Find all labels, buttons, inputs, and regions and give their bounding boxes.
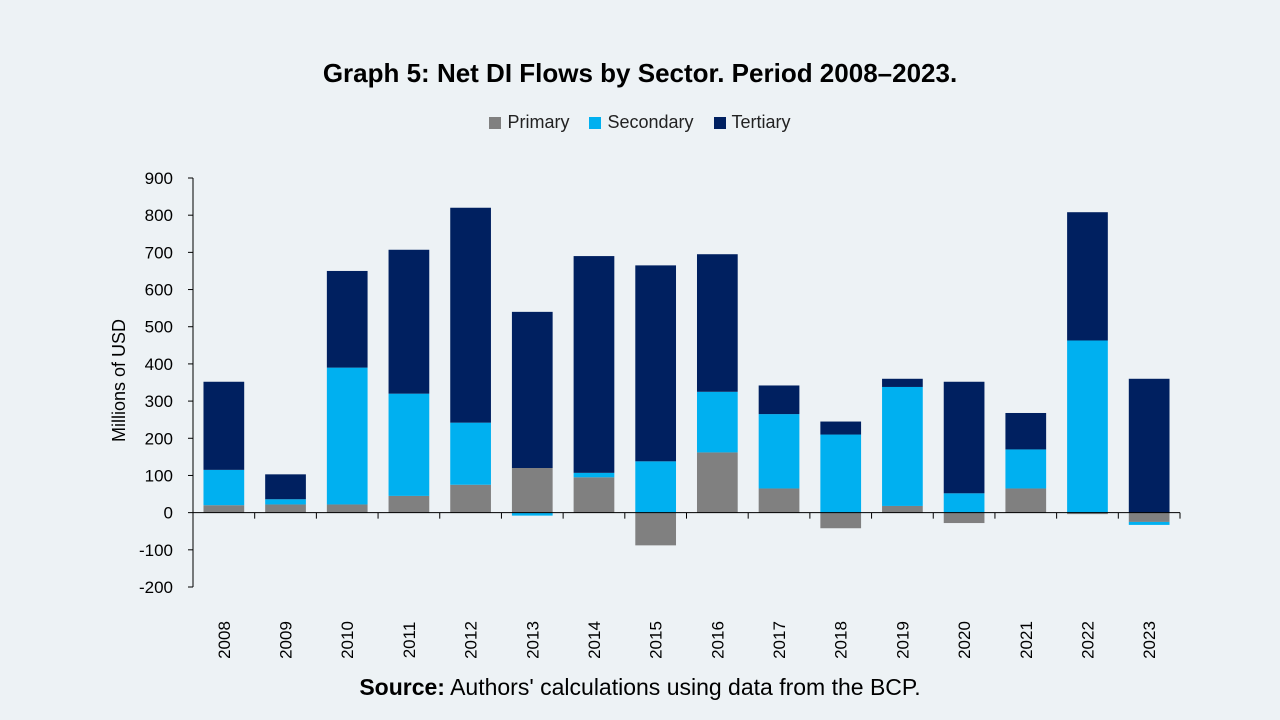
bar-tertiary-2018	[820, 421, 862, 435]
bar-primary-2017	[758, 488, 800, 513]
bar-tertiary-2023	[1128, 378, 1170, 513]
x-tick-label: 2009	[277, 621, 296, 659]
chart-title: Graph 5: Net DI Flows by Sector. Period …	[322, 58, 958, 88]
bar-primary-2022	[1067, 512, 1108, 515]
legend-swatch-primary	[489, 116, 502, 129]
bar-secondary-2016	[696, 391, 738, 453]
bar-secondary-2014	[573, 472, 615, 478]
legend-label-secondary: Secondary	[607, 112, 694, 132]
bar-primary-2021	[1005, 488, 1047, 513]
legend-item-secondary: Secondary	[589, 112, 694, 133]
bar-secondary-2010	[326, 367, 368, 505]
y-axis-title: Millions of USD	[109, 319, 129, 442]
x-tick-label: 2019	[893, 621, 912, 659]
bar-primary-2014	[573, 477, 615, 513]
chart-legend: Primary Secondary Tertiary	[0, 112, 1280, 133]
source-label: Source:	[359, 674, 445, 700]
bar-primary-2012	[450, 484, 491, 513]
legend-item-tertiary: Tertiary	[713, 112, 791, 133]
bar-secondary-2021	[1005, 449, 1047, 489]
x-tick-label: 2022	[1078, 621, 1097, 659]
bar-secondary-2022	[1067, 340, 1108, 513]
y-tick-label: 200	[145, 429, 173, 448]
x-tick-label: 2020	[955, 621, 974, 659]
bar-secondary-2011	[388, 393, 430, 496]
source-text: Authors' calculations using data from th…	[444, 674, 921, 700]
bar-secondary-2015	[635, 461, 677, 513]
y-tick-label: 600	[145, 281, 173, 300]
bar-secondary-2018	[820, 434, 862, 513]
bar-secondary-2017	[758, 414, 800, 489]
x-tick-label: 2010	[338, 621, 357, 659]
bar-primary-2009	[265, 504, 306, 513]
legend-swatch-secondary	[589, 116, 602, 129]
bar-tertiary-2014	[573, 256, 615, 473]
bar-primary-2018	[820, 512, 862, 529]
y-tick-label: 400	[145, 355, 173, 374]
bar-tertiary-2008	[203, 381, 245, 470]
legend-label-primary: Primary	[507, 112, 570, 132]
legend-item-primary: Primary	[489, 112, 569, 133]
bar-secondary-2008	[203, 469, 245, 506]
bar-tertiary-2010	[326, 270, 368, 368]
x-tick-label: 2015	[647, 621, 666, 659]
bar-primary-2016	[696, 452, 738, 513]
bar-primary-2008	[203, 505, 245, 513]
y-tick-label: -200	[139, 578, 173, 597]
bar-tertiary-2015	[635, 265, 677, 462]
bar-secondary-2012	[450, 422, 491, 485]
bar-primary-2010	[326, 504, 368, 513]
x-tick-label: 2012	[462, 621, 481, 659]
y-tick-label: 900	[145, 169, 173, 188]
bar-tertiary-2021	[1005, 412, 1047, 450]
bar-secondary-2023	[1128, 521, 1170, 525]
x-tick-label: 2023	[1140, 621, 1159, 659]
legend-swatch-tertiary	[713, 116, 726, 129]
bar-tertiary-2013	[511, 311, 553, 469]
x-tick-label: 2014	[585, 621, 604, 659]
bar-secondary-2020	[943, 493, 985, 513]
y-tick-label: 800	[145, 206, 173, 225]
x-tick-label: 2021	[1017, 621, 1036, 659]
bar-primary-2020	[943, 512, 985, 524]
bar-tertiary-2020	[943, 381, 985, 494]
x-tick-label: 2011	[400, 622, 419, 659]
bar-tertiary-2009	[265, 474, 306, 500]
bar-tertiary-2011	[388, 249, 430, 394]
bar-secondary-2019	[882, 386, 923, 506]
bar-primary-2013	[511, 468, 553, 513]
y-tick-label: 0	[164, 504, 173, 523]
bar-secondary-2013	[511, 512, 553, 516]
bar-primary-2019	[882, 505, 923, 513]
bar-primary-2015	[635, 512, 677, 546]
bar-tertiary-2022	[1067, 212, 1108, 341]
y-tick-label: -100	[139, 541, 173, 560]
source-note: Source: Authors' calculations using data…	[0, 674, 1280, 701]
bar-tertiary-2017	[758, 385, 800, 415]
x-tick-label: 2018	[832, 621, 851, 659]
x-tick-label: 2017	[770, 621, 789, 659]
bar-primary-2011	[388, 495, 430, 513]
bar-tertiary-2016	[696, 254, 738, 392]
bar-primary-2023	[1128, 512, 1170, 522]
bar-secondary-2009	[265, 499, 306, 505]
y-tick-label: 700	[145, 243, 173, 262]
y-tick-label: 500	[145, 318, 173, 337]
bar-tertiary-2012	[450, 207, 491, 423]
y-tick-label: 100	[145, 466, 173, 485]
x-tick-label: 2016	[708, 621, 727, 659]
x-tick-label: 2008	[215, 621, 234, 659]
bar-tertiary-2019	[882, 378, 923, 387]
x-tick-label: 2013	[523, 621, 542, 659]
y-tick-label: 300	[145, 392, 173, 411]
legend-label-tertiary: Tertiary	[731, 112, 791, 132]
